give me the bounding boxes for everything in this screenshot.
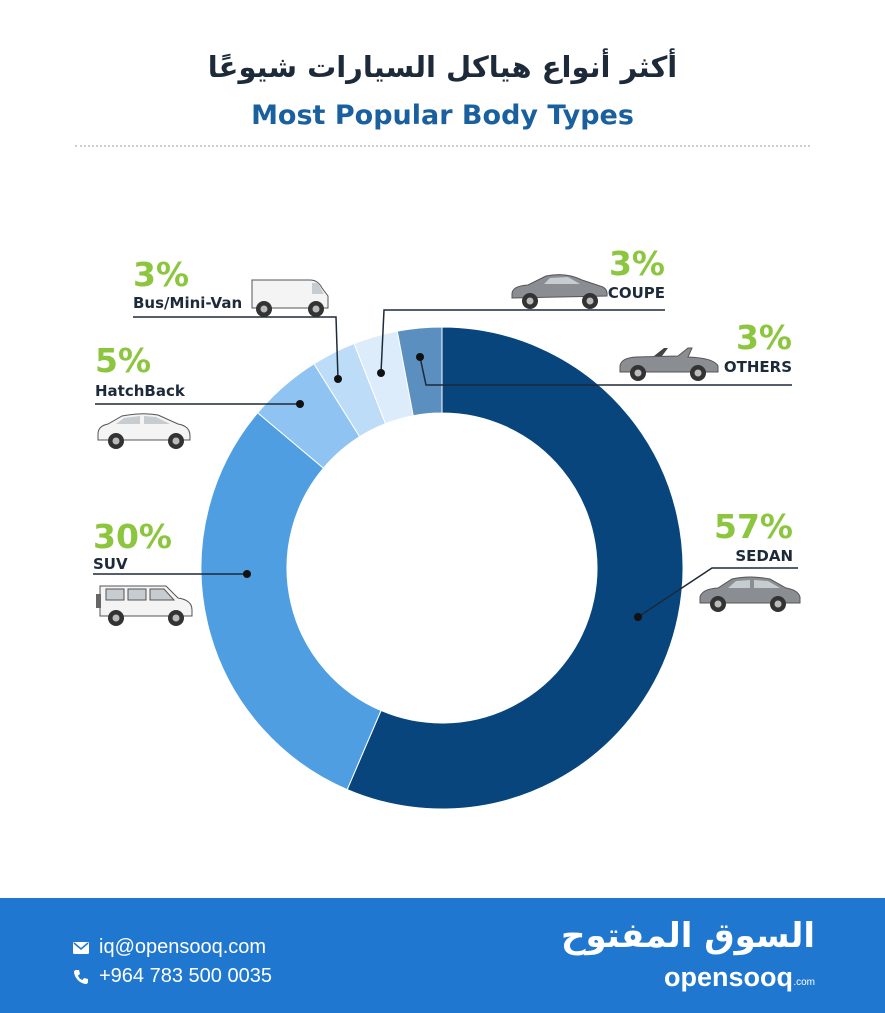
value-label-sedan: 57% [714,507,793,546]
slice-sedan [346,326,684,810]
phone-text[interactable]: +964 783 500 0035 [99,965,272,987]
donut-chart: 57%SEDAN 30%SUV 5%HatchBack 3%Bus/Mini-V… [93,244,801,810]
phone-icon [74,969,88,984]
opensooq-logo-arabic: السوق المفتوح [561,916,815,956]
leader-line-sedan [637,567,798,618]
leader-dot-others [416,353,424,361]
email-text[interactable]: iq@opensooq.com [99,936,267,958]
leader-dot-busminivan [334,375,342,383]
category-label-suv: SUV [93,555,128,573]
title-english: Most Popular Body Types [251,100,634,131]
value-label-hatchback: 5% [95,341,151,380]
footer-bar: iq@opensooq.com +964 783 500 0035 السوق … [0,898,885,1013]
value-label-others: 3% [736,318,792,357]
category-label-busminivan: Bus/Mini-Van [133,294,242,312]
leader-dot-coupe [377,369,385,377]
leader-dot-suv [243,570,251,578]
car-icon-sedan [699,576,801,612]
opensooq-logo-suffix: .com [793,977,815,988]
phone-row: +964 783 500 0035 [72,965,272,988]
category-label-others: OTHERS [724,358,792,376]
title-arabic: أكثر أنواع هياكل السيارات شيوعًا [207,50,678,84]
leader-line-coupe [380,309,665,374]
car-icon-hatchback [97,413,191,449]
category-label-coupe: COUPE [608,284,665,302]
leader-dot-hatchback [296,400,304,408]
leader-dot-sedan [634,613,642,621]
car-icon-suv [96,585,193,626]
car-icon-others [619,347,719,381]
email-row: iq@opensooq.com [72,936,266,959]
category-label-hatchback: HatchBack [95,382,186,400]
leader-line-busminivan [133,316,339,380]
category-label-sedan: SEDAN [735,547,793,565]
slice-suv [200,412,382,791]
value-label-suv: 30% [93,517,172,556]
car-icon-busminivan [251,279,329,317]
leader-line-others [419,356,792,386]
slice-others [396,326,443,417]
value-label-coupe: 3% [609,244,665,283]
title-divider [75,145,810,147]
value-label-busminivan: 3% [133,255,189,294]
mail-icon [73,941,89,954]
opensooq-logo: opensooq [664,962,793,992]
car-icon-coupe [511,274,608,309]
